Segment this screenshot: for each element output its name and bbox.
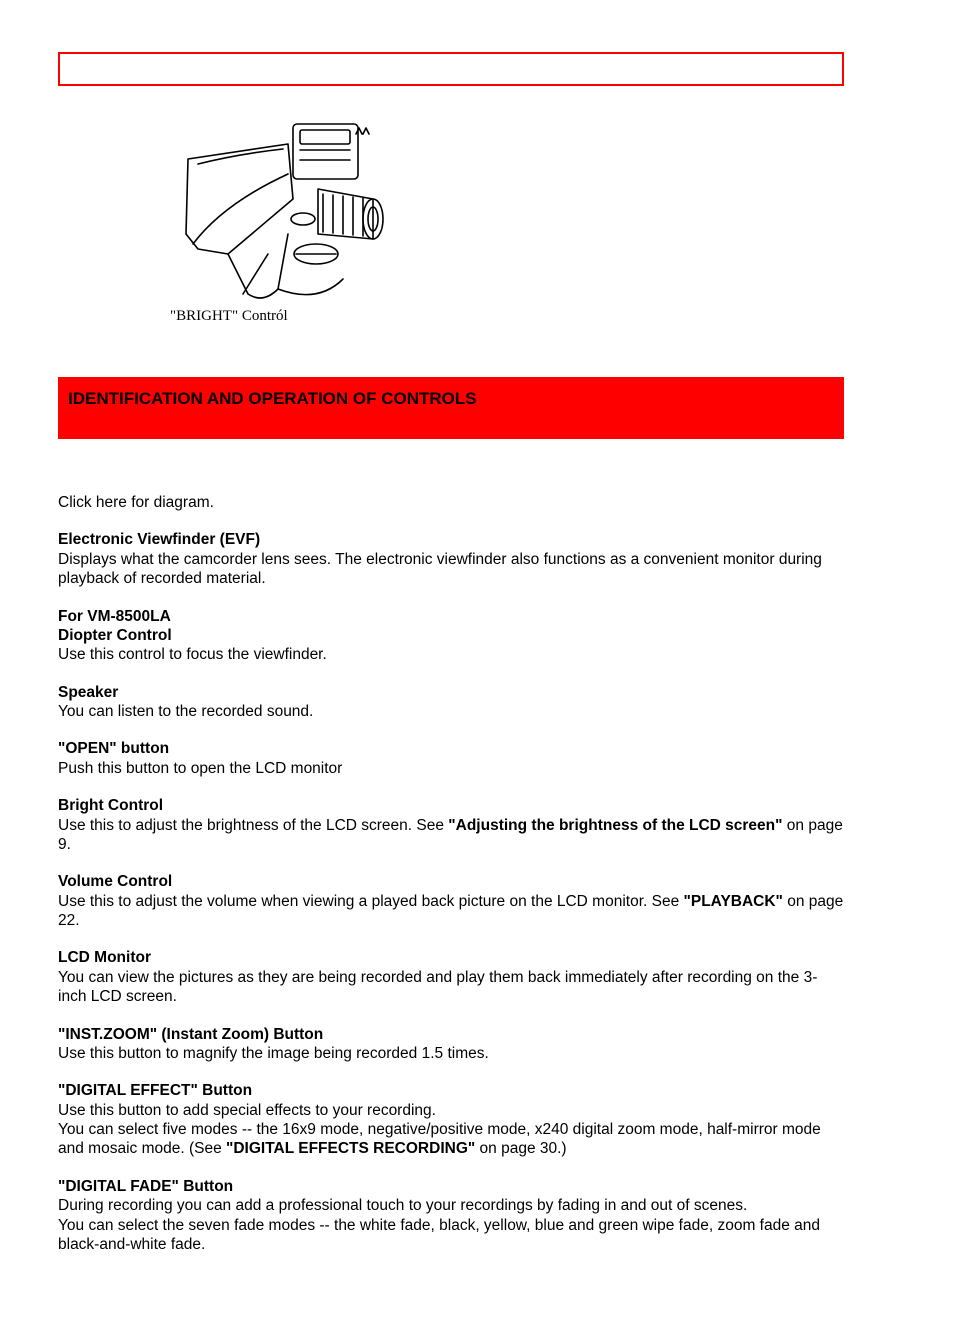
item-line-pre: Use this to adjust the brightness of the… (58, 817, 448, 834)
item-subheading: Diopter Control (58, 626, 844, 645)
item-block: LCD MonitorYou can view the pictures as … (58, 948, 844, 1006)
item-block: "DIGITAL EFFECT" ButtonUse this button t… (58, 1081, 844, 1159)
item-line: You can view the pictures as they are be… (58, 968, 844, 1007)
items-container: Electronic Viewfinder (EVF)Displays what… (58, 530, 844, 1254)
item-line-pre: Use this to adjust the volume when viewi… (58, 893, 684, 910)
item-block: "INST.ZOOM" (Instant Zoom) ButtonUse thi… (58, 1025, 844, 1064)
item-line: You can listen to the recorded sound. (58, 702, 844, 721)
item-heading: "OPEN" button (58, 739, 844, 758)
item-heading: Volume Control (58, 872, 844, 891)
item-block: For VM-8500LADiopter ControlUse this con… (58, 607, 844, 665)
item-heading: "INST.ZOOM" (Instant Zoom) Button (58, 1025, 844, 1044)
item-line-bold: "Adjusting the brightness of the LCD scr… (448, 817, 782, 834)
item-block: Electronic Viewfinder (EVF)Displays what… (58, 530, 844, 588)
item-line: Push this button to open the LCD monitor (58, 759, 844, 778)
item-line: Use this to adjust the volume when viewi… (58, 892, 844, 931)
item-line: Use this to adjust the brightness of the… (58, 816, 844, 855)
item-block: "OPEN" buttonPush this button to open th… (58, 739, 844, 778)
item-heading: "DIGITAL EFFECT" Button (58, 1081, 844, 1100)
item-heading: "DIGITAL FADE" Button (58, 1177, 844, 1196)
item-line: Use this control to focus the viewfinder… (58, 645, 844, 664)
item-line: Use this button to add special effects t… (58, 1101, 844, 1120)
diagram-link-line[interactable]: Click here for diagram. (58, 493, 844, 512)
item-heading: Electronic Viewfinder (EVF) (58, 530, 844, 549)
item-heading: For VM-8500LA (58, 607, 844, 626)
item-line: Use this button to magnify the image bei… (58, 1044, 844, 1063)
item-heading: Speaker (58, 683, 844, 702)
item-block: "DIGITAL FADE" ButtonDuring recording yo… (58, 1177, 844, 1255)
page: "BRIGHT" Contról IDENTIFICATION AND OPER… (0, 0, 954, 1324)
item-block: SpeakerYou can listen to the recorded so… (58, 683, 844, 722)
item-line: You can select five modes -- the 16x9 mo… (58, 1120, 844, 1159)
camcorder-svg (168, 104, 398, 304)
item-line: During recording you can add a professio… (58, 1196, 844, 1215)
item-line-bold: "PLAYBACK" (684, 893, 783, 910)
item-line-bold: "DIGITAL EFFECTS RECORDING" (226, 1140, 475, 1157)
item-block: Bright Control Use this to adjust the bri… (58, 796, 844, 854)
top-rule-box (58, 52, 844, 86)
camcorder-illustration (168, 104, 398, 304)
figure-block: "BRIGHT" Contról (168, 104, 408, 325)
item-block: Volume Control Use this to adjust the vol… (58, 872, 844, 930)
item-line-post: on page 30.) (475, 1140, 566, 1157)
figure-caption: "BRIGHT" Contról (168, 308, 408, 325)
item-line: Displays what the camcorder lens sees. T… (58, 550, 844, 589)
item-heading: LCD Monitor (58, 948, 844, 967)
section-header: IDENTIFICATION AND OPERATION OF CONTROLS (58, 377, 844, 439)
item-heading: Bright Control (58, 796, 844, 815)
body: Click here for diagram. Electronic Viewf… (58, 493, 844, 1254)
